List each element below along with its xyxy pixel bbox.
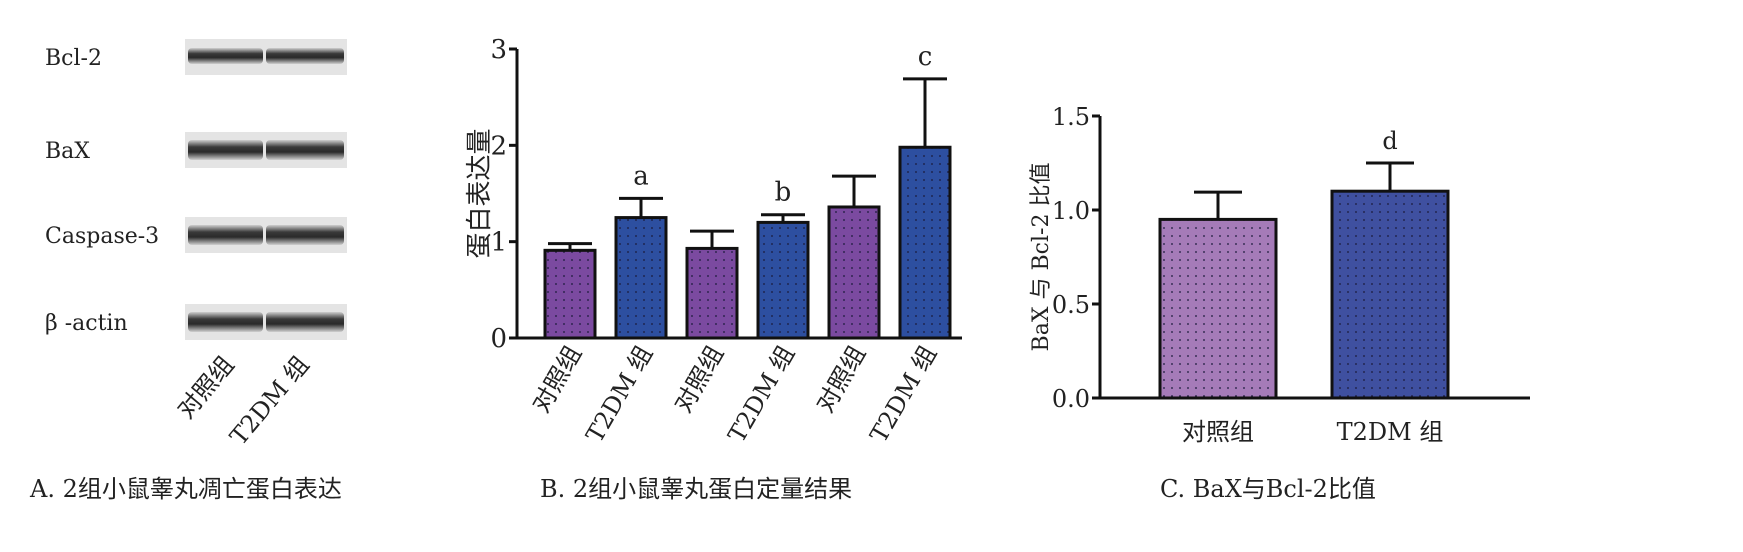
x-tick-label: T2DM 组	[865, 341, 943, 447]
y-tick-label: 0	[490, 324, 507, 354]
protein-band	[266, 140, 344, 160]
protein-band	[188, 140, 263, 160]
caption-c: C. BaX与Bcl-2比值	[1160, 475, 1376, 503]
caption-b: B. 2组小鼠睾丸蛋白定量结果	[540, 475, 852, 503]
bar	[1158, 217, 1278, 400]
x-tick-label: T2DM 组	[581, 341, 659, 447]
y-tick-label: 0.5	[1052, 291, 1090, 319]
y-axis-label: BaX 与 Bcl-2 比值	[1029, 163, 1054, 352]
bar	[827, 205, 881, 340]
protein-band	[188, 225, 263, 245]
bar	[614, 216, 668, 340]
significance-label: c	[918, 42, 933, 72]
significance-label: a	[633, 161, 649, 191]
protein-band	[188, 312, 263, 332]
protein-band	[266, 312, 344, 332]
blot-row-label: BaX	[45, 139, 90, 164]
y-tick-label: 3	[490, 35, 507, 65]
bar	[685, 246, 739, 340]
lane-label: T2DM 组	[225, 351, 315, 451]
blot-row-label: β -actin	[45, 311, 128, 336]
protein-quant-chart: 0123蛋白表达量对照组aT2DM 组对照组bT2DM 组对照组cT2DM 组	[465, 35, 962, 447]
protein-band	[266, 225, 344, 245]
x-tick-label: 对照组	[669, 341, 729, 417]
y-tick-label: 1.0	[1052, 197, 1090, 225]
blot-row-label: Bcl-2	[45, 46, 102, 71]
x-tick-label: 对照组	[811, 341, 871, 417]
y-tick-label: 1.5	[1052, 103, 1090, 131]
significance-label: d	[1382, 127, 1397, 155]
bar	[1330, 189, 1450, 400]
y-tick-label: 1	[490, 228, 507, 258]
y-axis-label: 蛋白表达量	[465, 128, 495, 258]
lane-label: 对照组	[172, 351, 240, 424]
x-tick-label: 对照组	[1182, 418, 1254, 446]
bar	[756, 220, 810, 340]
significance-label: b	[775, 178, 792, 208]
x-tick-label: 对照组	[527, 341, 587, 417]
x-tick-label: T2DM 组	[723, 341, 801, 447]
protein-band	[266, 48, 344, 64]
y-tick-label: 0.0	[1052, 385, 1090, 413]
bar	[543, 248, 597, 340]
bar	[898, 145, 952, 340]
x-tick-label: T2DM 组	[1337, 418, 1444, 446]
y-tick-label: 2	[490, 131, 507, 161]
blot-row-label: Caspase-3	[45, 224, 159, 249]
protein-band	[188, 48, 263, 64]
caption-a: A. 2组小鼠睾丸凋亡蛋白表达	[29, 475, 342, 503]
